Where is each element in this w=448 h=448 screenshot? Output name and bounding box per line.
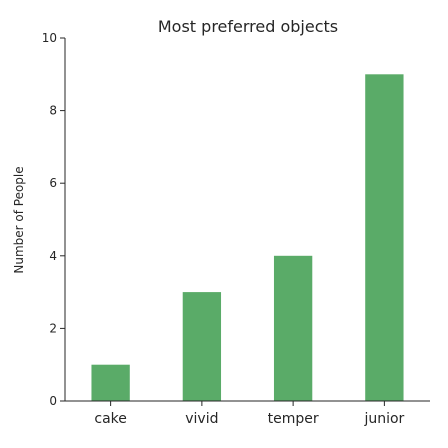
bar-temper	[273, 255, 313, 401]
bar-cake	[91, 364, 130, 401]
plot-area: 0 2 4 6 8 10 cake vivid temper junior	[42, 31, 405, 427]
bar-junior	[365, 74, 404, 402]
y-tick-label: 6	[49, 176, 57, 190]
chart-title: Most preferred objects	[158, 17, 338, 36]
x-tick-label: vivid	[185, 411, 218, 427]
bar-vivid	[182, 292, 222, 401]
y-tick-label: 10	[42, 31, 57, 45]
y-axis-label: Number of People	[12, 166, 26, 273]
x-tick-label: cake	[94, 411, 127, 427]
y-tick-label: 4	[49, 249, 57, 263]
x-tick-label: junior	[363, 411, 404, 427]
y-tick-label: 0	[49, 394, 57, 408]
x-tick-label: temper	[268, 411, 319, 427]
y-tick-label: 2	[49, 321, 57, 335]
y-tick-label: 8	[49, 104, 57, 118]
